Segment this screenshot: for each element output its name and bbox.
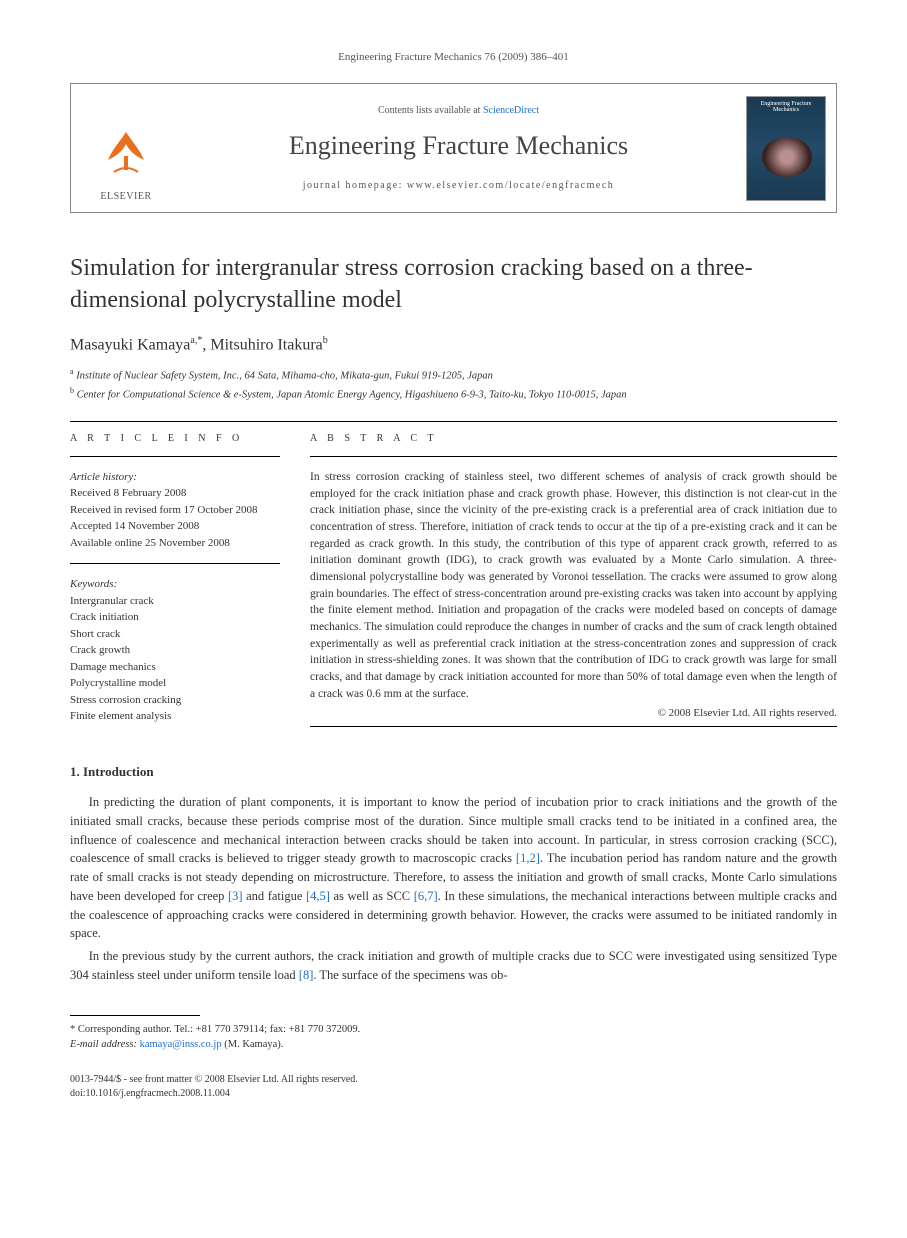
- section-1-heading: 1. Introduction: [70, 763, 837, 781]
- affiliation-a-text: Institute of Nuclear Safety System, Inc.…: [76, 371, 493, 382]
- history-received: Received 8 February 2008: [70, 485, 280, 502]
- elsevier-logo: ELSEVIER: [91, 126, 161, 204]
- contents-prefix: Contents lists available at: [378, 105, 483, 116]
- abstract-heading: A B S T R A C T: [310, 426, 837, 452]
- publisher-logo-box: ELSEVIER: [71, 84, 181, 212]
- keywords-label: Keywords:: [70, 576, 280, 593]
- ref-link[interactable]: [1,2]: [516, 851, 540, 865]
- page-footer: 0013-7944/$ - see front matter © 2008 El…: [70, 1073, 837, 1101]
- author-1-name: Masayuki Kamaya: [70, 336, 190, 353]
- p1-text-c: and fatigue: [243, 889, 306, 903]
- author-2-name: Mitsuhiro Itakura: [210, 336, 322, 353]
- info-abstract-row: A R T I C L E I N F O Article history: R…: [70, 426, 837, 733]
- email-label: E-mail address:: [70, 1039, 140, 1050]
- corresponding-author-footnote: * Corresponding author. Tel.: +81 770 37…: [70, 1022, 837, 1054]
- homepage-url[interactable]: www.elsevier.com/locate/engfracmech: [407, 180, 614, 191]
- corr-line: * Corresponding author. Tel.: +81 770 37…: [70, 1022, 837, 1038]
- footer-doi: doi:10.1016/j.engfracmech.2008.11.004: [70, 1087, 837, 1101]
- footnote-rule: [70, 1015, 200, 1016]
- abstract-column: A B S T R A C T In stress corrosion crac…: [310, 426, 837, 733]
- affiliation-a: a Institute of Nuclear Safety System, In…: [70, 366, 837, 384]
- divider-info-1: [70, 456, 280, 457]
- history-online: Available online 25 November 2008: [70, 535, 280, 552]
- keyword-item: Short crack: [70, 626, 280, 643]
- author-2-marks: b: [323, 335, 328, 346]
- keyword-item: Intergranular crack: [70, 593, 280, 610]
- article-info-column: A R T I C L E I N F O Article history: R…: [70, 426, 280, 733]
- history-revised: Received in revised form 17 October 2008: [70, 502, 280, 519]
- keywords-list: Intergranular crack Crack initiation Sho…: [70, 593, 280, 725]
- ref-link[interactable]: [8]: [299, 968, 314, 982]
- journal-title: Engineering Fracture Mechanics: [191, 128, 726, 164]
- author-1-marks: a,*: [190, 335, 202, 346]
- abstract-copyright: © 2008 Elsevier Ltd. All rights reserved…: [310, 706, 837, 721]
- keyword-item: Crack growth: [70, 642, 280, 659]
- ref-link[interactable]: [6,7]: [414, 889, 438, 903]
- cover-caption: Engineering Fracture Mechanics: [751, 101, 821, 114]
- abstract-text: In stress corrosion cracking of stainles…: [310, 461, 837, 702]
- intro-para-2: In the previous study by the current aut…: [70, 947, 837, 985]
- affiliation-b: b Center for Computational Science & e-S…: [70, 385, 837, 403]
- divider-info-2: [70, 563, 280, 564]
- cover-art-icon: [762, 137, 812, 177]
- keywords-block: Keywords: Intergranular crack Crack init…: [70, 568, 280, 733]
- ref-link[interactable]: [4,5]: [306, 889, 330, 903]
- history-label: Article history:: [70, 469, 280, 486]
- elsevier-tree-icon: [91, 126, 161, 190]
- keyword-item: Stress corrosion cracking: [70, 692, 280, 709]
- p2-text-b: . The surface of the specimens was ob-: [313, 968, 507, 982]
- ref-link[interactable]: [3]: [228, 889, 243, 903]
- keyword-item: Damage mechanics: [70, 659, 280, 676]
- running-head: Engineering Fracture Mechanics 76 (2009)…: [70, 50, 837, 65]
- divider-top: [70, 421, 837, 422]
- keyword-item: Finite element analysis: [70, 708, 280, 725]
- history-accepted: Accepted 14 November 2008: [70, 518, 280, 535]
- article-info-heading: A R T I C L E I N F O: [70, 426, 280, 452]
- journal-homepage-line: journal homepage: www.elsevier.com/locat…: [191, 179, 726, 193]
- banner-cover-box: Engineering Fracture Mechanics: [736, 84, 836, 212]
- email-link[interactable]: kamaya@inss.co.jp: [140, 1039, 222, 1050]
- journal-cover-thumb: Engineering Fracture Mechanics: [746, 96, 826, 201]
- article-title: Simulation for intergranular stress corr…: [70, 253, 837, 315]
- journal-banner: ELSEVIER Contents lists available at Sci…: [70, 83, 837, 213]
- keyword-item: Crack initiation: [70, 609, 280, 626]
- homepage-label: journal homepage:: [303, 180, 407, 191]
- p1-text-d: as well as SCC: [330, 889, 414, 903]
- article-history-block: Article history: Received 8 February 200…: [70, 461, 280, 560]
- publisher-name: ELSEVIER: [91, 190, 161, 204]
- banner-center: Contents lists available at ScienceDirec…: [181, 84, 736, 212]
- divider-abstract-bottom: [310, 726, 837, 727]
- intro-para-1: In predicting the duration of plant comp…: [70, 793, 837, 943]
- contents-available-line: Contents lists available at ScienceDirec…: [191, 104, 726, 118]
- affiliation-b-text: Center for Computational Science & e-Sys…: [77, 389, 627, 400]
- email-line: E-mail address: kamaya@inss.co.jp (M. Ka…: [70, 1037, 837, 1053]
- sciencedirect-link[interactable]: ScienceDirect: [483, 105, 539, 116]
- divider-abstract: [310, 456, 837, 457]
- keyword-item: Polycrystalline model: [70, 675, 280, 692]
- author-list: Masayuki Kamayaa,*, Mitsuhiro Itakurab: [70, 334, 837, 357]
- footer-front-matter: 0013-7944/$ - see front matter © 2008 El…: [70, 1073, 837, 1087]
- affiliations: a Institute of Nuclear Safety System, In…: [70, 366, 837, 403]
- email-person: (M. Kamaya).: [222, 1039, 284, 1050]
